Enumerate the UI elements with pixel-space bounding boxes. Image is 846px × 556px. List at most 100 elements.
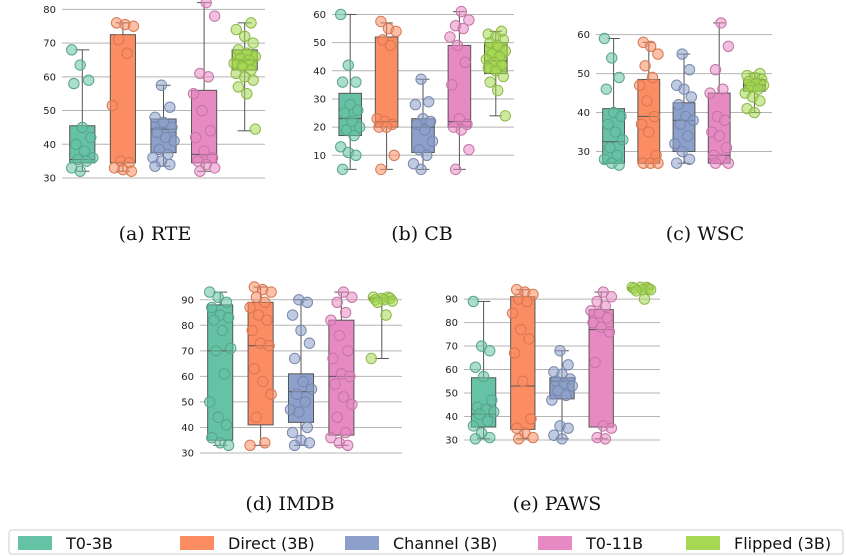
- data-point: [288, 439, 301, 452]
- data-point: [346, 291, 358, 303]
- data-point: [247, 37, 259, 49]
- data-point: [709, 63, 722, 76]
- data-point: [598, 32, 611, 45]
- data-point: [338, 107, 351, 119]
- data-point: [463, 143, 475, 156]
- box-channel-3b: [669, 48, 699, 169]
- y-tick-label: 60: [313, 10, 326, 21]
- data-point: [261, 314, 273, 326]
- data-point: [325, 314, 337, 326]
- data-point: [556, 433, 568, 445]
- data-point: [339, 306, 352, 319]
- data-point: [208, 162, 221, 174]
- box-direct-3b: [106, 17, 140, 177]
- data-point: [68, 77, 80, 90]
- data-point: [216, 324, 229, 337]
- box-t0-3b: [598, 32, 629, 171]
- y-tick-label: 50: [43, 106, 56, 117]
- data-point: [331, 411, 343, 423]
- data-point: [754, 95, 766, 107]
- data-point: [74, 165, 86, 177]
- data-point: [444, 31, 456, 43]
- y-tick-label: 30: [313, 94, 326, 105]
- data-point: [683, 63, 696, 76]
- data-point: [297, 375, 309, 388]
- data-point: [265, 388, 277, 400]
- data-point: [676, 48, 688, 60]
- data-point: [375, 15, 387, 28]
- data-point: [469, 361, 482, 373]
- data-point: [200, 0, 212, 9]
- data-point: [353, 121, 366, 133]
- data-point: [646, 71, 659, 84]
- legend-label: Direct (3B): [228, 534, 315, 553]
- data-point: [713, 130, 725, 142]
- legend-swatch: [538, 536, 572, 550]
- box-direct-3b: [506, 283, 539, 445]
- data-point: [517, 375, 529, 387]
- data-point: [486, 394, 498, 406]
- box-t0-3b: [467, 295, 500, 445]
- legend-swatch: [345, 536, 379, 550]
- data-point: [455, 124, 467, 136]
- data-point: [257, 375, 269, 388]
- y-tick-label: 40: [181, 423, 194, 434]
- data-point: [380, 121, 393, 133]
- data-point: [473, 408, 486, 420]
- caption-imdb: (d) IMDB: [245, 493, 334, 515]
- data-point: [206, 431, 218, 444]
- y-tick-label: 40: [43, 140, 56, 151]
- legend-item: T0-11B: [538, 534, 643, 553]
- data-point: [331, 296, 343, 309]
- box-t0-11b: [444, 5, 475, 176]
- data-point: [508, 347, 521, 359]
- data-point: [477, 370, 490, 383]
- data-point: [225, 342, 237, 354]
- data-point: [85, 131, 97, 144]
- data-point: [652, 157, 664, 169]
- box-t0-3b: [66, 44, 99, 177]
- data-point: [613, 159, 625, 171]
- y-tick-label: 90: [181, 295, 194, 306]
- data-point: [365, 352, 377, 365]
- y-tick-label: 60: [445, 365, 458, 376]
- data-point: [484, 76, 496, 88]
- data-point: [168, 135, 180, 147]
- data-point: [303, 437, 316, 449]
- y-tick-label: 70: [181, 346, 194, 357]
- data-point: [149, 111, 161, 123]
- data-point: [70, 138, 82, 150]
- data-point: [166, 121, 178, 134]
- data-point: [451, 39, 464, 52]
- data-point: [484, 431, 496, 444]
- box-t0-11b: [325, 286, 358, 452]
- data-point: [196, 104, 208, 117]
- caption-wsc: (c) WSC: [666, 223, 745, 245]
- data-point: [106, 99, 119, 112]
- data-point: [342, 345, 354, 357]
- data-point: [203, 396, 216, 408]
- data-point: [603, 326, 616, 338]
- data-point: [562, 359, 574, 371]
- data-point: [230, 23, 242, 36]
- data-point: [421, 149, 433, 161]
- data-point: [604, 141, 616, 154]
- data-point: [722, 157, 735, 169]
- data-point: [335, 141, 347, 153]
- y-tick-label: 70: [445, 342, 458, 353]
- panel-paws: 30 40 50 60 70 80 90: [445, 281, 660, 446]
- data-point: [388, 149, 400, 161]
- data-point: [259, 296, 271, 309]
- data-point: [678, 83, 690, 95]
- data-point: [204, 125, 217, 137]
- data-point: [329, 378, 341, 390]
- data-point: [560, 389, 572, 402]
- y-tick-label: 90: [445, 295, 458, 306]
- data-point: [718, 114, 731, 127]
- legend-label: T0-3B: [65, 534, 113, 553]
- y-tick-label: 50: [181, 397, 194, 408]
- data-point: [600, 83, 612, 95]
- data-point: [346, 115, 358, 128]
- data-point: [681, 130, 694, 142]
- legend-frame: [8, 529, 844, 555]
